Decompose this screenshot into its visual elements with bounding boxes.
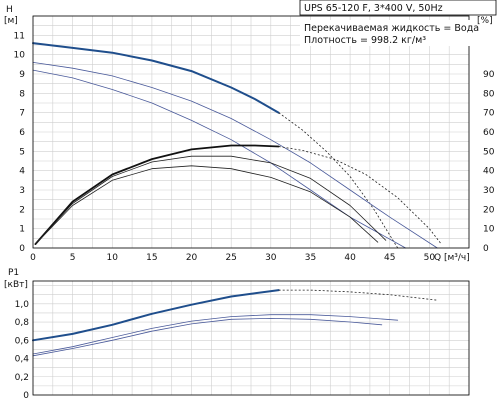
curve-solid [32,314,399,355]
x-tick-label: 0 [30,253,36,263]
curve-dashed [278,112,399,249]
info-box [300,20,470,46]
y-tick-label: 1 [19,225,25,235]
plot-frame-power [32,280,470,396]
y-right-tick-label: 50 [483,147,495,157]
y-right-tick-label: 70 [483,109,495,119]
y-tick-label: 0 [19,244,25,254]
p1-tick-label: 0,4 [15,355,30,365]
curve-solid [32,318,383,357]
p1-tick-label: 0,8 [15,318,30,328]
x-tick-label: 20 [186,253,198,263]
y-right-tick-label: 30 [483,186,495,196]
y-axis-label: H [6,5,13,15]
y-tick-label: 7 [19,109,25,119]
p1-tick-label: 0 [23,391,29,400]
y-right-axis-unit: [%] [477,16,493,26]
curve-solid [35,165,379,245]
y-tick-label: 11 [14,31,25,41]
y-right-tick-label: 40 [483,167,495,177]
y-tick-label: 2 [19,205,25,215]
x-tick-label: 25 [225,253,236,263]
x-tick-label: 10 [107,253,119,263]
curve-solid [32,69,406,249]
x-tick-label: 50 [424,253,436,263]
y-tick-label: 4 [19,167,25,177]
curve-solid [34,144,280,245]
y-right-tick-label: 90 [483,70,495,80]
curve-solid [32,62,438,249]
y-tick-label: 6 [19,128,25,138]
y-tick-label: 10 [14,51,26,61]
y-right-tick-label: 80 [483,89,495,99]
x-tick-label: 40 [344,253,356,263]
y-tick-label: 5 [19,147,25,157]
curve-solid [32,289,280,342]
fluid-info: Перекачиваемая жидкость = Вода [304,23,479,34]
y-right-tick-label: 60 [483,128,495,138]
chart-title: UPS 65-120 F, 3*400 V, 50Hz [304,3,443,14]
curve-dashed [278,146,442,245]
curve-solid [32,42,280,114]
x-tick-label: 35 [305,253,316,263]
p1-tick-label: 1,0 [15,300,30,310]
y-tick-label: 9 [19,70,25,80]
curve-solid [35,155,387,245]
density-info: Плотность = 998.2 кг/м³ [304,35,426,46]
p1-tick-label: 0,2 [15,373,29,383]
title-box [299,0,497,16]
x-tick-label: 15 [146,253,157,263]
x-tick-label: 45 [384,253,395,263]
y-axis-unit: [м] [4,16,18,26]
p1-axis-unit: [кВт] [4,280,28,290]
p1-axis-label: P1 [8,268,19,278]
x-tick-label: 5 [70,253,76,263]
y-right-tick-label: 20 [483,205,495,215]
y-right-tick-label: 10 [483,225,495,235]
y-right-tick-label: 0 [483,244,489,254]
x-axis-label: Q [м³/ч] [434,253,470,263]
plot-frame-head [32,15,470,249]
curve-dashed [278,289,438,301]
y-tick-label: 8 [19,89,25,99]
x-tick-label: 30 [265,253,277,263]
p1-tick-label: 0,6 [15,336,30,346]
y-tick-label: 3 [19,186,25,196]
